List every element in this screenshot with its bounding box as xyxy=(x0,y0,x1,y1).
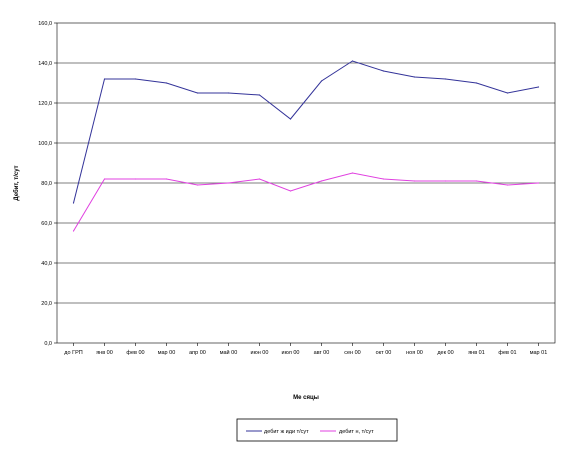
data-point xyxy=(475,180,478,182)
legend: дебит ж иди т/сут дебит н, т/сут xyxy=(236,418,398,442)
x-tick-label: дек 00 xyxy=(437,350,453,356)
x-tick-label: июл 00 xyxy=(282,350,300,356)
y-tick-label: 160,0 xyxy=(38,21,52,27)
data-point xyxy=(320,180,323,182)
x-tick-label: мар 01 xyxy=(530,350,548,356)
data-point xyxy=(413,180,416,182)
data-point xyxy=(351,172,354,174)
data-point xyxy=(103,78,106,80)
y-tick-label: 120,0 xyxy=(38,101,52,107)
series-line-2 xyxy=(73,172,539,232)
x-tick-label: янв 01 xyxy=(468,350,485,356)
y-tick-label: 0,0 xyxy=(44,341,52,347)
y-axis-title: Дебит, т/сут xyxy=(13,165,20,200)
data-point xyxy=(165,82,168,84)
y-tick-label: 60,0 xyxy=(41,221,52,227)
data-point xyxy=(227,182,230,184)
x-tick-label: апр 00 xyxy=(189,350,206,356)
data-point xyxy=(134,178,137,180)
data-point xyxy=(72,202,75,204)
data-point xyxy=(382,178,385,180)
data-point xyxy=(382,70,385,72)
data-point xyxy=(289,118,292,120)
data-point xyxy=(72,230,75,232)
x-tick-label: сен 00 xyxy=(344,350,361,356)
data-point xyxy=(351,60,354,62)
data-point xyxy=(506,184,509,186)
legend-box xyxy=(236,418,398,442)
y-tick-label: 140,0 xyxy=(38,61,52,67)
x-tick-label: фев 00 xyxy=(126,350,144,356)
data-point xyxy=(444,180,447,182)
data-point xyxy=(134,78,137,80)
x-tick-label: окт 00 xyxy=(376,350,392,356)
legend-label-series-1: дебит ж иди т/сут xyxy=(264,429,309,435)
x-tick-label: июн 00 xyxy=(251,350,269,356)
x-tick-label: до ГРП xyxy=(64,350,82,356)
data-point xyxy=(227,92,230,94)
gridlines xyxy=(57,62,555,304)
y-tick-label: 40,0 xyxy=(41,261,52,267)
x-tick-labels: до ГРП янв 00 фев 00 мар 00 апр 00 май 00 июн … xyxy=(64,343,547,356)
data-point xyxy=(196,92,199,94)
data-point xyxy=(165,178,168,180)
data-point xyxy=(475,82,478,84)
data-point xyxy=(444,78,447,80)
y-tick-label: 80,0 xyxy=(41,181,52,187)
data-point xyxy=(289,190,292,192)
data-point xyxy=(258,94,261,96)
data-point xyxy=(506,92,509,94)
data-point xyxy=(103,178,106,180)
x-tick-label: мар 00 xyxy=(158,350,176,356)
x-tick-label: май 00 xyxy=(220,349,238,356)
data-point xyxy=(537,182,540,184)
legend-label-series-2: дебит н, т/сут xyxy=(339,429,374,435)
data-point xyxy=(413,76,416,78)
series-lines xyxy=(72,60,540,232)
y-tick-labels: 0,0 20,0 40,0 60,0 80,0 100,0 120,0 140,0 160,0 xyxy=(38,21,57,347)
x-axis-title: Ме сяцы xyxy=(293,395,319,401)
x-tick-label: ноя 00 xyxy=(406,350,423,356)
x-tick-label: авг 00 xyxy=(314,350,330,356)
data-point xyxy=(196,184,199,186)
data-point xyxy=(258,178,261,180)
series-line-1 xyxy=(73,60,539,204)
x-tick-label: фев 01 xyxy=(498,350,516,356)
y-tick-label: 100,0 xyxy=(38,141,52,147)
data-point xyxy=(320,80,323,82)
y-tick-label: 20,0 xyxy=(41,301,52,307)
x-tick-label: янв 00 xyxy=(96,350,113,356)
data-point xyxy=(537,86,540,88)
